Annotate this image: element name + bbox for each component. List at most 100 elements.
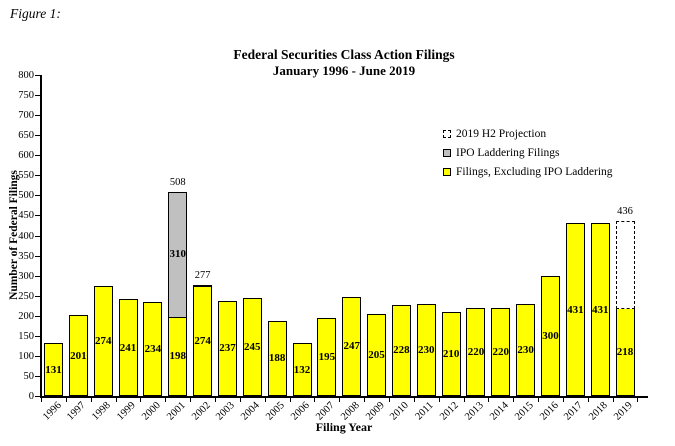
y-tick — [35, 115, 40, 117]
legend-label-ipo-laddering: IPO Laddering Filings — [456, 146, 560, 159]
y-tick-label: 100 — [18, 350, 34, 362]
filings-bar-value: 201 — [70, 349, 87, 362]
filings-bar — [68, 315, 88, 396]
filings-bar — [491, 307, 511, 396]
ipo-laddering-swatch-icon — [443, 148, 451, 157]
filings-bar-value: 237 — [219, 342, 236, 355]
y-tick — [35, 375, 40, 377]
legend-item-ipo-laddering: IPO Laddering Filings — [443, 143, 613, 162]
x-tick — [90, 397, 92, 402]
y-tick-label: 650 — [18, 130, 34, 142]
ipo-laddering-bar — [168, 192, 188, 317]
legend-item-projection: 2019 H2 Projection — [443, 124, 613, 143]
filings-bar-value: 210 — [442, 347, 460, 360]
bar-total-label: 436 — [617, 206, 633, 218]
x-tick — [438, 397, 440, 402]
y-tick-label: 250 — [18, 290, 34, 302]
y-axis-title: Number of Federal Filings — [8, 170, 20, 300]
filings-bar — [93, 286, 113, 396]
y-tick — [35, 315, 40, 317]
filings-bar-value: 234 — [144, 343, 162, 356]
filings-bar — [292, 343, 312, 396]
y-tick-label: 300 — [18, 270, 34, 282]
y-tick-label: 750 — [18, 90, 34, 102]
x-tick — [314, 397, 316, 402]
ipo-laddering-bar — [193, 284, 213, 287]
y-tick — [35, 155, 40, 157]
y-tick — [35, 335, 40, 337]
x-tick — [463, 397, 465, 402]
chart-subtitle: January 1996 - June 2019 — [272, 63, 416, 78]
ipo-laddering-bar-value: 310 — [169, 248, 187, 261]
chart-title: Federal Securities Class Action Filings — [233, 47, 455, 62]
y-tick-label: 150 — [18, 330, 34, 342]
x-tick — [289, 397, 291, 402]
y-tick-label: 550 — [18, 170, 34, 182]
y-tick — [35, 355, 40, 357]
y-tick — [35, 255, 40, 257]
projection-swatch-icon — [443, 129, 451, 138]
y-tick — [35, 195, 40, 197]
filings-bar — [267, 320, 287, 396]
filings-bar-value: 247 — [343, 340, 360, 353]
filings-bar-value: 300 — [542, 329, 559, 342]
x-tick — [637, 397, 639, 402]
filings-bar-value: 195 — [318, 350, 336, 363]
filings-bar-value: 274 — [94, 335, 112, 348]
x-tick — [488, 397, 490, 402]
filings-bar-value: 131 — [45, 363, 62, 376]
filings-bar — [391, 304, 411, 396]
filings-bar — [44, 343, 63, 396]
x-tick — [65, 397, 67, 402]
y-tick — [35, 275, 40, 277]
filings-bar-value: 198 — [169, 350, 187, 363]
x-tick — [612, 397, 614, 402]
legend-item-filings: Filings, Excluding IPO Laddering — [443, 162, 613, 181]
x-tick — [115, 397, 117, 402]
y-tick — [35, 135, 40, 137]
filings-bar-value: 241 — [119, 341, 137, 354]
y-tick-label: 600 — [18, 150, 34, 162]
x-tick — [165, 397, 167, 402]
bar-total-label: 508 — [169, 177, 186, 189]
filings-bar — [342, 296, 362, 396]
y-tick — [35, 75, 40, 76]
y-tick-label: 500 — [18, 190, 34, 202]
legend-label-filings: Filings, Excluding IPO Laddering — [456, 165, 613, 178]
x-tick — [538, 397, 540, 402]
y-axis-line — [40, 75, 42, 396]
filings-bar — [516, 303, 536, 396]
x-tick — [264, 397, 266, 402]
filings-bar — [416, 303, 436, 396]
filings-bar-value: 431 — [567, 303, 584, 316]
filings-bar-value: 230 — [418, 343, 435, 356]
filings-bar — [168, 316, 188, 396]
filings-swatch-icon — [443, 167, 451, 176]
filings-bar — [367, 313, 387, 396]
y-tick — [35, 396, 40, 397]
x-tick — [41, 397, 43, 402]
filings-bar-value: 132 — [293, 363, 311, 376]
filings-bar — [143, 302, 163, 396]
x-axis-line — [40, 396, 648, 398]
y-tick — [35, 175, 40, 177]
y-tick-label: 450 — [18, 210, 34, 222]
filings-bar-value: 274 — [194, 335, 211, 348]
filings-bar — [565, 223, 585, 396]
x-tick — [140, 397, 142, 402]
x-axis-title: Filing Year — [315, 420, 373, 434]
x-tick — [388, 397, 390, 402]
figure-label: Figure 1: — [10, 6, 61, 21]
bar-total-label: 277 — [194, 269, 211, 281]
y-tick-label: 400 — [18, 230, 34, 242]
legend-label-projection: 2019 H2 Projection — [456, 127, 547, 140]
x-tick — [339, 397, 341, 402]
filings-bar — [615, 308, 635, 396]
filings-bar-value: 230 — [517, 343, 534, 356]
filings-bar — [242, 297, 262, 396]
y-tick-label: 50 — [23, 370, 35, 382]
filings-bar — [541, 275, 560, 396]
projection-outline — [615, 221, 635, 309]
filings-bar-value: 431 — [591, 303, 609, 316]
